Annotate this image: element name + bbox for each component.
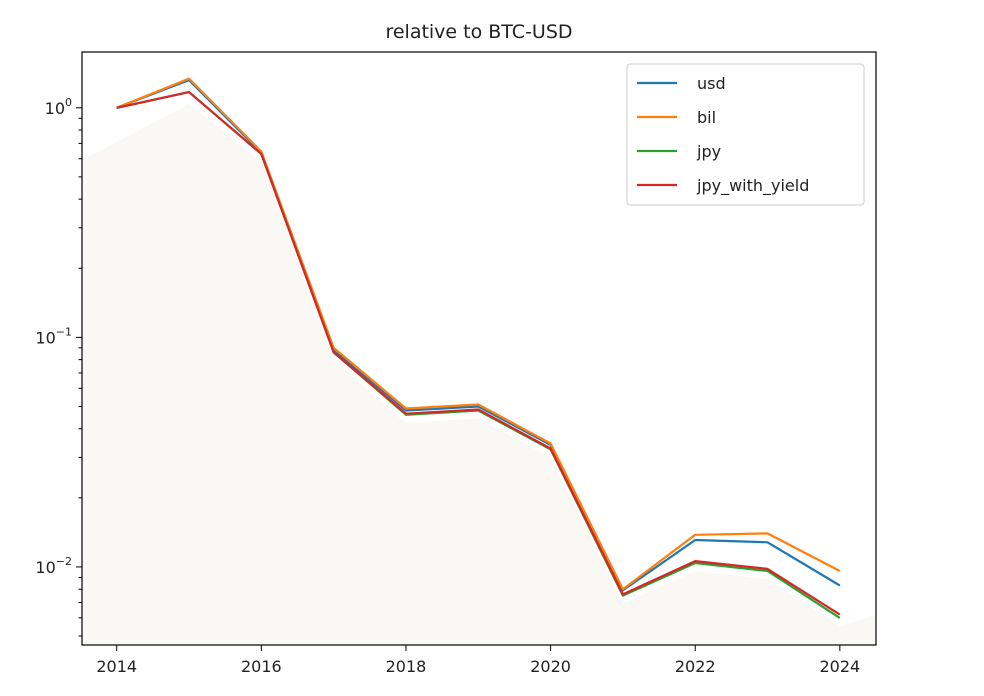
legend-label-bil: bil — [697, 108, 716, 127]
plot-frame — [81, 51, 877, 646]
series-line-bil — [116, 77, 841, 591]
series-lines — [116, 77, 841, 619]
x-tick-label: 2014 — [96, 657, 137, 676]
chart-title: relative to BTC-USD — [385, 21, 572, 43]
y-tick-label: 10−1 — [35, 325, 72, 347]
x-tick-label: 2016 — [241, 657, 282, 676]
background-area — [82, 104, 876, 645]
legend: usd bil jpy jpy_with_yield — [626, 63, 865, 206]
legend-box — [626, 63, 865, 206]
x-tick-label: 2024 — [819, 657, 860, 676]
legend-label-usd: usd — [697, 74, 726, 93]
y-tick-label: 100 — [45, 96, 72, 118]
x-axis: 2014 2016 2018 2020 2022 2024 — [96, 645, 860, 676]
background-area-shape — [82, 104, 876, 645]
x-tick-label: 2020 — [530, 657, 571, 676]
x-tick-label: 2022 — [675, 657, 716, 676]
y-axis: 100 10−1 10−2 — [35, 96, 82, 637]
legend-label-jpy_with_yield: jpy_with_yield — [696, 176, 809, 196]
x-tick-label: 2018 — [386, 657, 427, 676]
y-tick-label: 10−2 — [35, 555, 72, 577]
legend-label-jpy: jpy — [696, 142, 721, 161]
series-line-jpy_with_yield — [116, 91, 841, 616]
